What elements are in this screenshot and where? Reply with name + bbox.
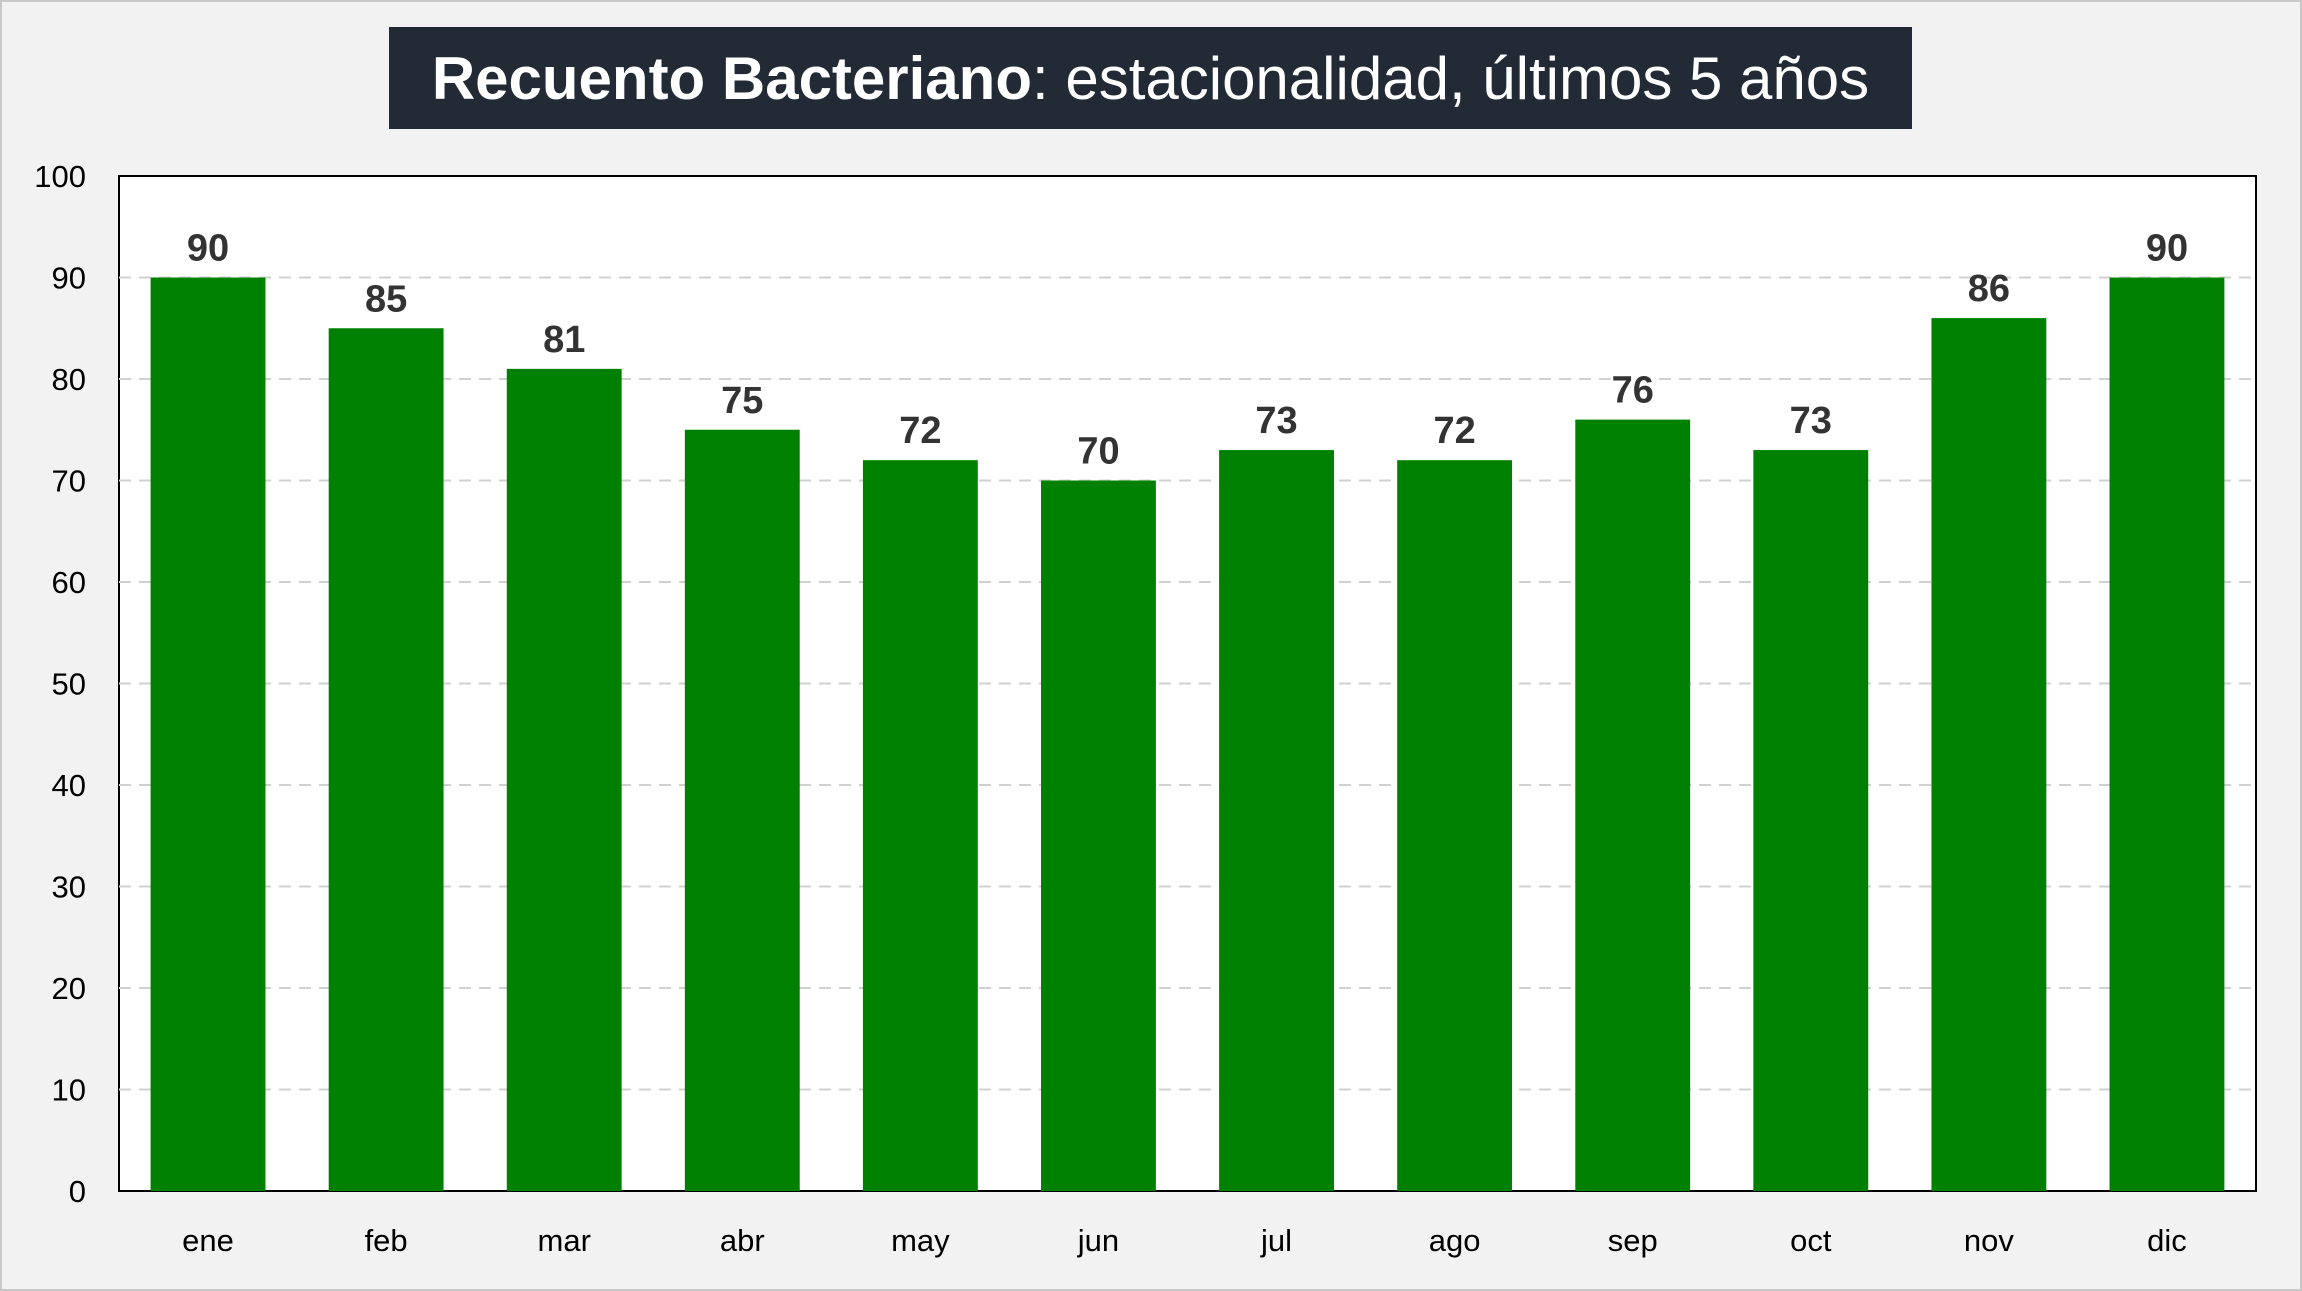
data-label: 72: [899, 410, 941, 452]
data-label: 72: [1433, 410, 1475, 452]
data-labels: 90 85 81 75 72 70 73 72 76 73 86 90: [187, 228, 2188, 473]
data-label: 86: [1968, 268, 2010, 310]
y-tick-label: 20: [52, 971, 86, 1006]
y-tick-label: 10: [52, 1073, 86, 1108]
chart-title: Recuento Bacteriano: estacionalidad, últ…: [389, 27, 1912, 129]
x-axis-ticks: ene feb mar abr may jun jul ago sep oct nov dic: [182, 1223, 2187, 1258]
gridlines: [119, 276, 2256, 1091]
data-label: 76: [1612, 370, 1654, 412]
data-label: 70: [1077, 431, 1119, 473]
data-label: 75: [721, 380, 763, 422]
x-tick-label: sep: [1608, 1223, 1658, 1258]
y-tick-label: 70: [52, 464, 86, 499]
bar: [506, 368, 622, 1192]
x-tick-label: jun: [1077, 1223, 1119, 1258]
x-tick-label: may: [891, 1223, 950, 1258]
y-tick-label: 80: [52, 362, 86, 397]
y-tick-label: 100: [34, 159, 86, 194]
bars: [150, 277, 2225, 1192]
bar: [1931, 318, 2047, 1192]
y-tick-label: 60: [52, 565, 86, 600]
x-tick-label: ago: [1429, 1223, 1481, 1258]
x-tick-label: nov: [1964, 1223, 2014, 1258]
bar: [328, 328, 444, 1191]
bar: [1575, 419, 1691, 1192]
data-label: 73: [1790, 400, 1832, 442]
x-tick-label: mar: [538, 1223, 591, 1258]
bar: [1753, 450, 1869, 1191]
bar: [150, 277, 266, 1191]
y-tick-label: 40: [52, 768, 86, 803]
bar: [684, 429, 800, 1191]
bar: [1219, 450, 1334, 1191]
chart-title-rest: : estacionalidad, últimos 5 años: [1031, 44, 1870, 112]
bar: [2109, 277, 2225, 1191]
x-tick-label: ene: [182, 1223, 234, 1258]
data-label: 90: [187, 228, 229, 270]
x-tick-label: abr: [720, 1223, 765, 1258]
data-label: 85: [365, 278, 407, 320]
x-tick-label: feb: [365, 1223, 408, 1258]
y-axis-ticks: 0 10 20 30 40 50 60 70 80 90 100: [34, 159, 86, 1209]
x-tick-label: oct: [1790, 1223, 1832, 1258]
y-tick-label: 90: [52, 261, 86, 296]
y-tick-label: 30: [52, 870, 86, 905]
bar: [1041, 480, 1156, 1191]
data-label: 81: [543, 319, 585, 361]
data-label: 73: [1255, 400, 1297, 442]
y-tick-label: 50: [52, 667, 86, 702]
chart-title-bold: Recuento Bacteriano: [431, 44, 1032, 112]
y-tick-label: 0: [69, 1174, 86, 1209]
x-tick-label: dic: [2147, 1223, 2187, 1258]
bar: [862, 460, 978, 1191]
x-tick-label: jul: [1260, 1223, 1292, 1258]
data-label: 90: [2146, 228, 2188, 270]
bar: [1397, 460, 1513, 1191]
